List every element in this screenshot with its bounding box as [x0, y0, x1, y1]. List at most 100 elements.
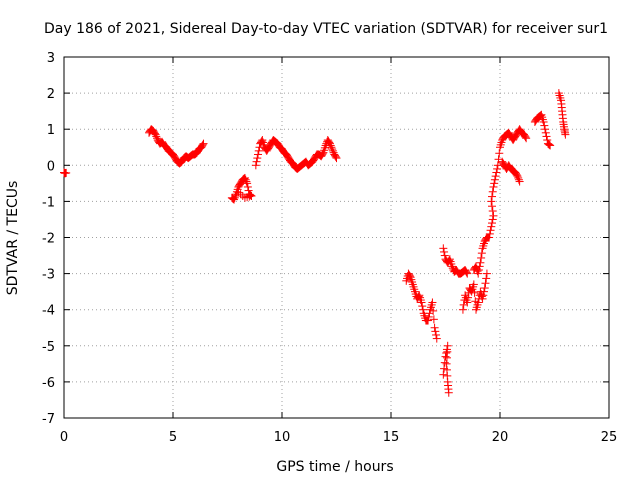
- data-point: [513, 172, 522, 181]
- data-point: [327, 143, 336, 152]
- data-point: [492, 168, 501, 177]
- data-point: [489, 211, 498, 220]
- y-tick-label: -5: [42, 340, 55, 355]
- data-point: [254, 150, 263, 159]
- data-point: [486, 226, 495, 235]
- data-point: [493, 164, 502, 173]
- data-point: [444, 388, 453, 397]
- data-point: [405, 272, 414, 281]
- data-point: [490, 175, 499, 184]
- data-point: [515, 177, 524, 186]
- data-point: [488, 187, 497, 196]
- data-point: [429, 315, 438, 324]
- y-tick-label: 1: [47, 123, 55, 138]
- data-point: [424, 312, 433, 321]
- data-point: [491, 172, 500, 181]
- data-point: [476, 258, 485, 267]
- x-axis-label: GPS time / hours: [276, 459, 393, 475]
- plot-frame: [63, 56, 610, 419]
- x-tick-label: 20: [492, 430, 509, 445]
- data-point: [475, 262, 484, 271]
- data-point: [474, 269, 483, 278]
- data-point: [234, 188, 243, 197]
- grid-layer: [64, 57, 609, 418]
- data-point: [539, 117, 548, 126]
- data-point: [543, 136, 552, 145]
- data-point: [326, 141, 335, 150]
- data-point: [424, 316, 433, 325]
- data-point: [464, 293, 473, 302]
- data-point: [546, 141, 555, 150]
- data-point: [253, 154, 262, 163]
- data-point: [241, 175, 250, 184]
- data-point: [242, 177, 251, 186]
- y-axis-label: SDTVAR / TECUs: [5, 181, 21, 296]
- y-tick-label: 0: [47, 159, 55, 174]
- y-tick-label: -3: [42, 268, 55, 283]
- data-point: [244, 186, 253, 195]
- tick-layer: 0 5 10 15 20 25 -7 -6 -5 -4 -3 -2 -1 0 1 2 3: [42, 51, 617, 445]
- data-point: [480, 284, 489, 293]
- data-point: [439, 370, 448, 379]
- data-point: [487, 222, 496, 231]
- chart-title: Day 186 of 2021, Sidereal Day-to-day VTE…: [44, 21, 608, 37]
- data-point: [246, 191, 255, 200]
- data-point: [481, 279, 490, 288]
- data-point: [514, 173, 523, 182]
- data-point: [544, 140, 553, 149]
- y-tick-label: -6: [42, 376, 55, 391]
- y-tick-label: 3: [47, 51, 55, 66]
- data-point: [418, 302, 427, 311]
- data-point: [541, 128, 550, 137]
- marker-layer: [60, 89, 570, 397]
- data-point: [428, 298, 437, 307]
- data-point: [230, 193, 239, 202]
- data-point: [254, 146, 263, 155]
- data-point: [243, 179, 252, 188]
- data-point: [488, 202, 497, 211]
- data-point: [439, 244, 448, 253]
- data-point: [252, 157, 261, 166]
- data-point: [431, 327, 440, 336]
- data-point: [536, 111, 545, 120]
- data-point: [462, 268, 471, 277]
- data-point: [430, 323, 439, 332]
- y-tick-label: -1: [42, 195, 55, 210]
- data-point: [485, 229, 494, 238]
- data-point: [545, 140, 554, 149]
- y-tick-label: -2: [42, 232, 55, 247]
- data-point: [238, 191, 247, 200]
- data-point: [328, 145, 337, 154]
- data-point: [488, 219, 497, 228]
- x-tick-label: 25: [601, 430, 618, 445]
- data-point: [480, 287, 489, 296]
- data-point: [487, 197, 496, 206]
- data-point: [482, 269, 491, 278]
- data-point: [151, 130, 160, 139]
- data-point: [432, 334, 441, 343]
- data-point: [543, 139, 552, 148]
- data-point: [485, 233, 494, 242]
- data-point: [477, 253, 486, 262]
- data-point: [429, 306, 438, 315]
- data-point: [325, 139, 334, 148]
- data-point: [474, 298, 483, 307]
- data-point: [522, 134, 531, 143]
- data-point: [521, 133, 530, 142]
- data-point: [469, 280, 478, 289]
- data-point: [332, 154, 341, 163]
- data-point: [440, 358, 449, 367]
- x-tick-label: 15: [383, 430, 400, 445]
- data-point: [463, 298, 472, 307]
- data-point: [474, 265, 483, 274]
- data-point: [540, 121, 549, 130]
- data-point: [440, 251, 449, 260]
- y-tick-label: -7: [42, 412, 55, 427]
- data-point: [318, 149, 327, 158]
- data-point: [243, 182, 252, 191]
- data-point: [488, 215, 497, 224]
- x-tick-label: 10: [274, 430, 291, 445]
- data-point: [440, 247, 449, 256]
- data-point: [251, 161, 260, 170]
